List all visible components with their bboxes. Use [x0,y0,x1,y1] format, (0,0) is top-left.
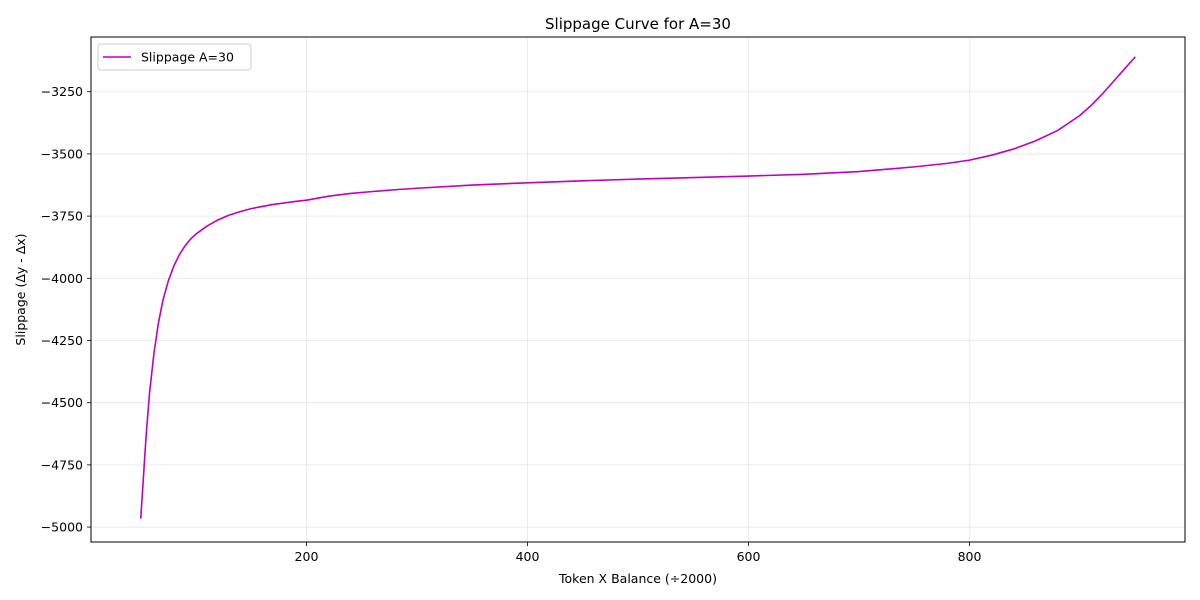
plot-frame [90,36,1186,543]
x-tick-label: 600 [737,549,761,564]
y-tick-label: −3250 [41,84,83,99]
y-tick-label: −4000 [41,271,83,286]
legend-label: Slippage A=30 [141,50,234,65]
x-axis-label: Token X Balance (÷2000) [558,571,717,586]
y-tick-label: −4750 [41,457,83,472]
series-layer [139,56,1136,519]
x-tick-label: 400 [516,549,540,564]
x-tick-label: 800 [958,549,982,564]
y-tick-label: −3750 [41,209,83,224]
y-tick-label: −4500 [41,395,83,410]
grid [91,37,1185,542]
series-line-0 [139,56,1136,519]
y-tick-label: −4250 [41,333,83,348]
y-tick-label: −5000 [41,520,83,535]
legend: Slippage A=30 [97,43,252,71]
chart-title: Slippage Curve for A=30 [545,15,731,33]
ticks: 200 400 600 800 −5000 −4750 −4500 −4250 −4000 −37… [41,84,982,564]
y-tick-label: −3500 [41,146,83,161]
x-tick-label: 200 [295,549,319,564]
y-axis-label: Slippage (Δy - Δx) [13,233,28,345]
legend-box [97,43,252,71]
